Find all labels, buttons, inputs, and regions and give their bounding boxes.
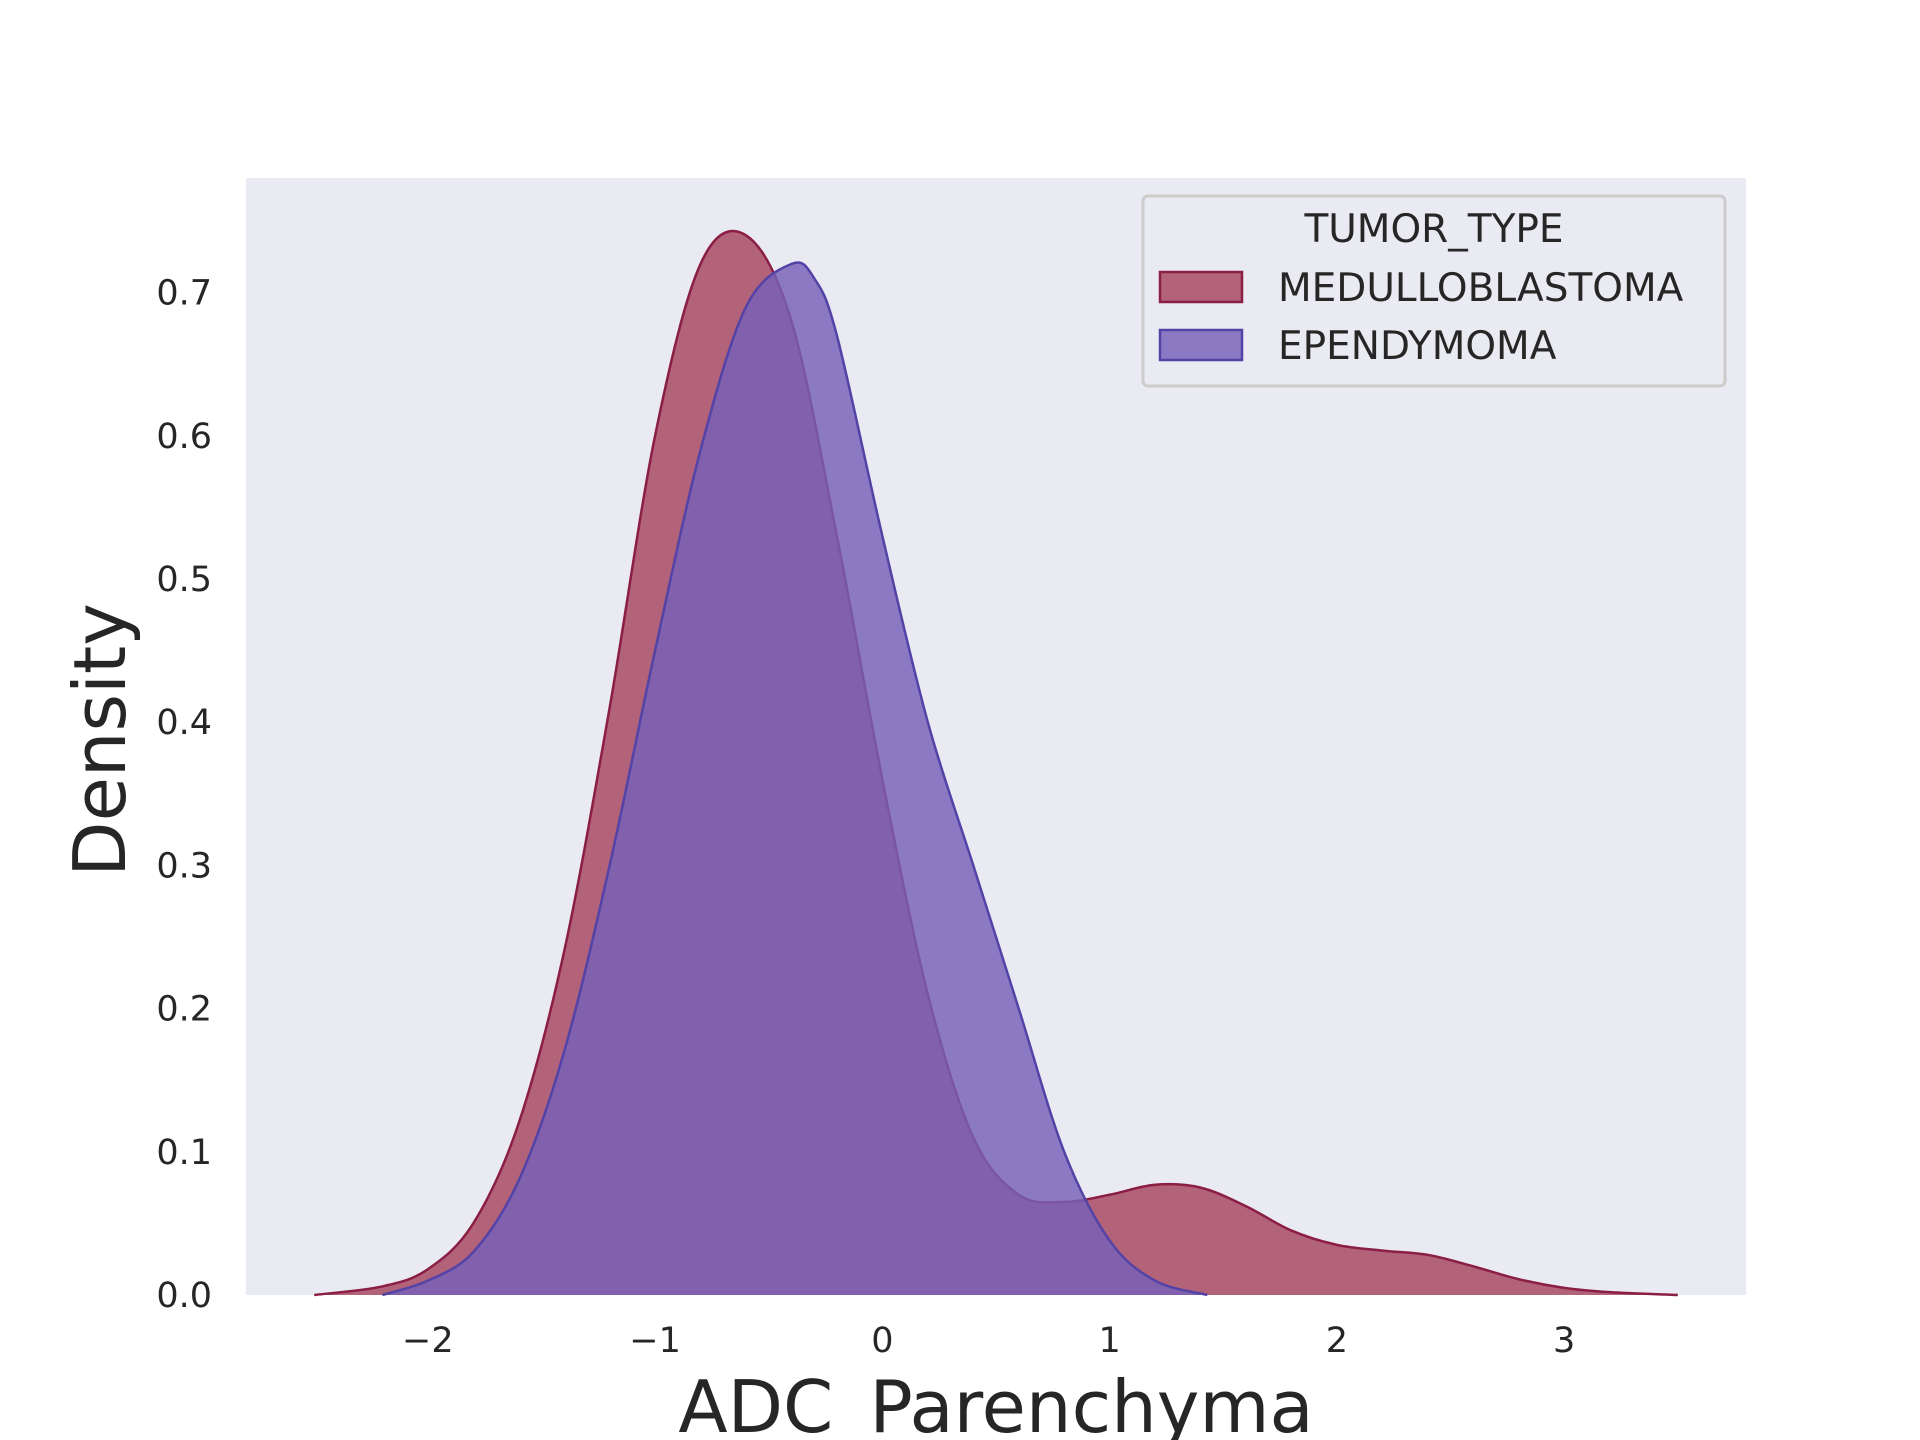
- legend-swatch-ependymoma: [1158, 328, 1244, 362]
- legend-label-ependymoma: EPENDYMOMA: [1278, 324, 1557, 369]
- legend-label-medulloblastoma: MEDULLOBLASTOMA: [1278, 266, 1684, 311]
- y-tick-label: 0.6: [156, 417, 212, 457]
- y-tick-label: 0.4: [156, 703, 212, 743]
- x-tick-label: −1: [629, 1321, 681, 1361]
- legend: TUMOR_TYPE MEDULLOBLASTOMA EPENDYMOMA: [1141, 194, 1727, 388]
- x-axis-ticks: −2 −1 0 1 2 3: [402, 1321, 1575, 1361]
- y-axis-ticks: 0.0 0.1 0.2 0.3 0.4 0.5 0.6 0.7: [156, 274, 212, 1316]
- legend-title: TUMOR_TYPE: [1303, 207, 1563, 252]
- series-line-ependymoma: [381, 261, 1208, 1297]
- y-tick-label: 0.5: [156, 560, 212, 600]
- x-tick-label: 3: [1553, 1321, 1575, 1361]
- legend-frame: [1141, 194, 1727, 388]
- x-tick-label: 2: [1326, 1321, 1348, 1361]
- y-tick-label: 0.1: [156, 1133, 212, 1173]
- y-tick-label: 0.7: [156, 274, 212, 314]
- y-tick-label: 0.3: [156, 846, 212, 886]
- legend-swatch-medulloblastoma: [1158, 270, 1244, 304]
- x-axis-title: ADC_Parenchyma: [678, 1365, 1313, 1440]
- x-tick-label: 0: [871, 1321, 893, 1361]
- x-tick-label: −2: [402, 1321, 454, 1361]
- legend-items: MEDULLOBLASTOMA EPENDYMOMA: [1158, 266, 1684, 369]
- series-area-ependymoma: [382, 262, 1208, 1295]
- y-tick-label: 0.2: [156, 990, 212, 1030]
- series-layer: [314, 229, 1678, 1297]
- x-tick-label: 1: [1098, 1321, 1120, 1361]
- y-axis-title: Density: [58, 603, 142, 877]
- y-tick-label: 0.0: [156, 1276, 212, 1316]
